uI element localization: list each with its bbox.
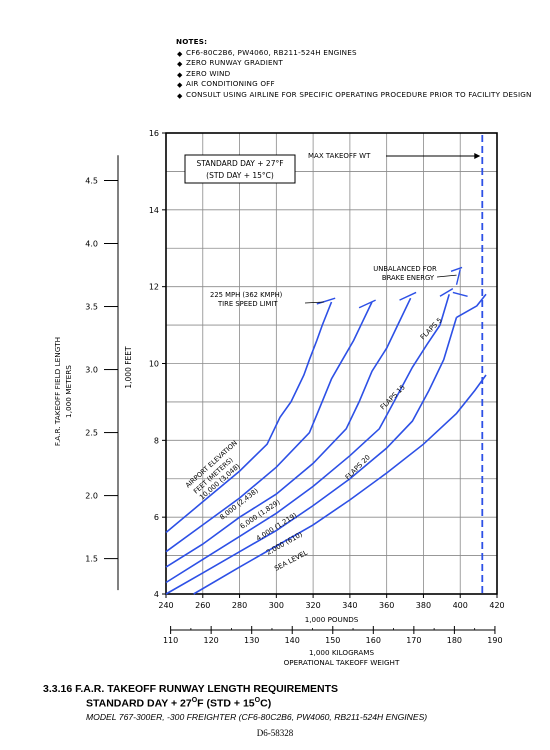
unbalanced-limit-mark xyxy=(452,291,468,297)
series-line xyxy=(165,297,412,568)
degree-mark: O xyxy=(191,697,198,704)
curve-end-cap xyxy=(399,291,417,301)
x-tick-label-lb: 260 xyxy=(195,601,210,610)
x-tick-label-lb: 420 xyxy=(489,601,504,610)
meter-tick-label: 1.5 xyxy=(85,555,98,564)
bullet-icon: ◆ xyxy=(177,60,183,69)
condition-box-line-2: (STD DAY + 15°C) xyxy=(206,171,274,180)
subtitle-part: F (STD + 15 xyxy=(197,697,255,710)
unbalanced-limit-mark xyxy=(450,266,463,272)
kg-tick-label: 120 xyxy=(204,636,219,645)
figure-caption: 3.3.16 F.A.R. TAKEOFF RUNWAY LENGTH REQU… xyxy=(43,683,523,722)
note-text: ZERO RUNWAY GRADIENT xyxy=(186,58,283,68)
note-item: ◆ CONSULT USING AIRLINE FOR SPECIFIC OPER… xyxy=(177,89,536,101)
unbalanced-label-2: BRAKE ENERGY xyxy=(382,274,435,282)
kg-tick-label: 110 xyxy=(163,636,178,645)
x-tick-label-lb: 360 xyxy=(379,601,394,610)
series-line xyxy=(165,294,450,584)
tire-speed-label-2: TIRE SPEED LIMIT xyxy=(217,300,278,308)
y-tick-label-ft: 10 xyxy=(149,360,159,369)
note-item: ◆ CF6-80C2B6, PW4060, RB211-524H ENGINES xyxy=(177,47,536,59)
y-tick-label-ft: 6 xyxy=(154,513,159,522)
condition-box xyxy=(184,154,296,184)
caption-model: MODEL 767-300ER, -300 FREIGHTER (CF6-80C… xyxy=(86,711,428,722)
kg-tick-label: 140 xyxy=(285,636,300,645)
bullet-icon: ◆ xyxy=(177,49,183,58)
degree-mark: O xyxy=(254,697,261,704)
note-item: ◆ ZERO RUNWAY GRADIENT xyxy=(177,58,536,69)
bullet-icon: ◆ xyxy=(177,70,183,79)
meter-tick-label: 3.0 xyxy=(85,366,98,375)
meter-tick-label: 4.5 xyxy=(85,176,98,185)
meter-tick-label: 2.5 xyxy=(85,429,98,438)
tire-speed-leader xyxy=(304,301,325,304)
x-tick-label-lb: 340 xyxy=(342,601,357,610)
kg-tick-label: 190 xyxy=(487,636,502,645)
y-tick-label-ft: 12 xyxy=(149,283,159,292)
kg-tick-label: 180 xyxy=(447,636,462,645)
condition-box-line-1: STANDARD DAY + 27°F xyxy=(196,159,283,168)
series-line xyxy=(165,301,373,553)
series-line xyxy=(193,374,487,595)
flaps5-line xyxy=(456,293,487,319)
kg-tick-label: 150 xyxy=(325,636,340,645)
y-tick-label-ft: 8 xyxy=(154,436,159,445)
x-tick-label-lb: 400 xyxy=(453,601,468,610)
note-text: ZERO WIND xyxy=(186,68,231,78)
note-text: CF6-80C2B6, PW4060, RB211-524H ENGINES xyxy=(186,47,357,57)
meter-tick-label: 2.0 xyxy=(85,492,98,501)
y-axis-label-meters-title: F.A.R. TAKEOFF FIELD LENGTH xyxy=(53,337,62,446)
max-takeoff-label: MAX TAKEOFF WT xyxy=(308,152,371,160)
bullet-icon: ◆ xyxy=(177,91,183,100)
y-tick-label-ft: 16 xyxy=(149,129,159,138)
notes-header: NOTES: xyxy=(176,37,208,46)
kg-tick-label: 160 xyxy=(366,636,381,645)
note-text: AIR CONDITIONING OFF xyxy=(186,79,275,89)
subtitle-part: STANDARD DAY + 27 xyxy=(86,697,192,710)
x-axis-label-pounds: 1,000 POUNDS xyxy=(305,615,359,624)
curve-end-cap xyxy=(358,299,376,309)
curve-end-cap xyxy=(316,297,336,305)
unbalanced-limit-mark xyxy=(455,269,461,285)
note-text: CONSULT USING AIRLINE FOR SPECIFIC OPERA… xyxy=(186,89,532,99)
series-line xyxy=(165,317,458,595)
subtitle-part: C) xyxy=(260,697,272,710)
flaps-15-label: FLAPS 15 xyxy=(379,383,407,411)
x-axis-label-kg: 1,000 KILOGRAMS xyxy=(309,648,374,657)
caption-subtitle: STANDARD DAY + 27OF (STD + 15OC) xyxy=(86,697,523,710)
notes-block: NOTES: ◆ CF6-80C2B6, PW4060, RB211-524H E… xyxy=(176,37,536,101)
notes-list: ◆ CF6-80C2B6, PW4060, RB211-524H ENGINES … xyxy=(176,48,536,101)
curve-end-cap xyxy=(439,287,454,297)
meter-tick-label: 3.5 xyxy=(85,303,98,312)
series-line xyxy=(165,301,333,534)
kg-tick-label: 170 xyxy=(406,636,421,645)
document-number: D6-58328 xyxy=(256,728,294,738)
takeoff-length-chart: 240 260 280 300 320 340 360 380 400 420 1,000 POUN… xyxy=(53,129,505,667)
x-tick-label-lb: 380 xyxy=(416,601,431,610)
series-label: SEA LEVEL xyxy=(273,549,309,573)
y-tick-label-ft: 14 xyxy=(149,206,159,215)
x-tick-label-lb: 280 xyxy=(232,601,247,610)
x-axis-label-operational: OPERATIONAL TAKEOFF WEIGHT xyxy=(284,658,400,667)
meter-tick-label: 4.0 xyxy=(85,240,98,249)
x-tick-label-lb: 300 xyxy=(269,601,284,610)
bullet-icon: ◆ xyxy=(177,81,183,90)
kg-tick-label: 130 xyxy=(244,636,259,645)
unbalanced-leader xyxy=(436,274,457,278)
x-tick-label-lb: 320 xyxy=(305,601,320,610)
y-axis-label-meters-unit: 1,000 METERS xyxy=(64,365,73,418)
note-item: ◆ ZERO WIND xyxy=(177,68,536,80)
x-tick-label-lb: 240 xyxy=(158,601,173,610)
tire-speed-label-1: 225 MPH (362 KMPH) xyxy=(210,291,283,299)
note-item: ◆ AIR CONDITIONING OFF xyxy=(177,79,536,90)
y-axis-label-feet: 1,000 FEET xyxy=(124,346,133,389)
unbalanced-label-1: UNBALANCED FOR xyxy=(373,265,437,273)
caption-title: 3.3.16 F.A.R. TAKEOFF RUNWAY LENGTH REQU… xyxy=(43,683,339,695)
arrow-icon xyxy=(474,153,481,159)
y-tick-label-ft: 4 xyxy=(154,590,159,599)
